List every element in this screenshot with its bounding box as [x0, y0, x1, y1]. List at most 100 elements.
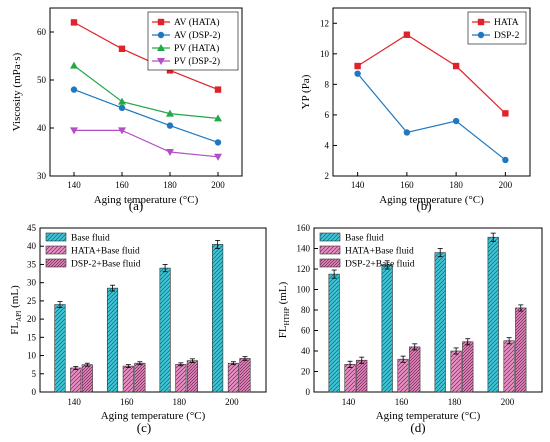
- data-point-square: [403, 31, 411, 38]
- panel-label: (a): [129, 198, 143, 213]
- data-point-circle: [166, 122, 174, 129]
- legend-label: DSP-2+Base fluid: [345, 259, 415, 270]
- y-tick-label: 120: [297, 264, 311, 274]
- data-point-square: [502, 110, 509, 117]
- x-tick-label: 180: [163, 180, 177, 190]
- data-point-square: [214, 86, 222, 93]
- y-tick-label: 35: [27, 259, 37, 269]
- x-tick-label: 160: [395, 397, 409, 407]
- data-point-circle: [452, 117, 460, 125]
- y-tick-label: 60: [37, 27, 47, 37]
- bar: [159, 267, 171, 393]
- data-point-circle: [70, 86, 78, 93]
- bar: [434, 252, 446, 393]
- y-tick-label: 45: [27, 223, 37, 233]
- data-point-circle: [354, 70, 361, 77]
- y-axis-label: FLAPI (mL): [9, 285, 23, 335]
- data-point-square: [118, 45, 126, 52]
- bar: [328, 273, 340, 393]
- data-point-circle: [214, 139, 222, 146]
- y-tick-label: 40: [27, 241, 37, 251]
- bar: [227, 362, 239, 393]
- x-tick-label: 140: [351, 180, 365, 190]
- legend-label: DSP-2+Base fluid: [71, 259, 141, 270]
- y-axis-label: FLHTHP (mL): [277, 281, 291, 338]
- y-tick-label: 0: [306, 387, 311, 397]
- y-tick-label: 8: [325, 79, 330, 89]
- y-tick-label: 0: [32, 387, 37, 397]
- data-point-triangle-up: [157, 44, 165, 51]
- bar: [381, 264, 393, 393]
- y-tick-label: 10: [27, 351, 37, 361]
- series-line: [74, 129, 219, 158]
- y-axis-label: Viscosity (mPa·s): [11, 52, 23, 131]
- bar: [503, 340, 515, 393]
- x-tick-label: 200: [501, 397, 515, 407]
- data-point-triangle-up: [214, 114, 222, 122]
- x-tick-label: 180: [448, 397, 462, 407]
- data-point-square: [157, 18, 165, 26]
- legend-label: DSP-2: [494, 31, 520, 41]
- x-tick-label: 180: [173, 397, 187, 407]
- y-tick-label: 100: [297, 285, 311, 295]
- x-tick-label: 200: [211, 180, 225, 190]
- y-axis-label-unit: (mL): [277, 281, 289, 307]
- data-point-circle: [403, 129, 411, 136]
- bar: [70, 367, 82, 393]
- y-axis-label-subscript: HTHP: [283, 307, 291, 325]
- data-point-triangle-down: [157, 58, 165, 65]
- series-line: [357, 34, 506, 114]
- legend-swatch: [319, 245, 341, 255]
- bar: [450, 350, 462, 393]
- panel-label: (b): [416, 198, 431, 213]
- x-tick-label: 180: [449, 180, 463, 190]
- y-tick-label: 80: [301, 305, 311, 315]
- y-tick-label: 50: [37, 75, 47, 85]
- series-line: [73, 65, 219, 119]
- bar: [515, 307, 527, 393]
- x-tick-label: 160: [115, 180, 129, 190]
- bar: [54, 304, 66, 393]
- bar: [81, 364, 93, 393]
- panel-label: (c): [137, 420, 151, 435]
- data-point-square: [477, 18, 485, 26]
- x-tick-label: 160: [120, 397, 134, 407]
- y-tick-label: 160: [297, 223, 311, 233]
- panel-b-chart: 140 160 180 200 2 4 6 8 10 12 HATA DSP-2 Aging tempe…: [300, 7, 531, 213]
- legend-label: HATA+Base fluid: [345, 246, 414, 257]
- legend-box: [467, 11, 527, 45]
- bar: [186, 360, 198, 393]
- y-tick-label: 20: [27, 314, 37, 324]
- x-tick-label: 140: [67, 180, 81, 190]
- legend-label: Base fluid: [345, 233, 384, 244]
- y-tick-label: 40: [301, 346, 311, 356]
- y-tick-label: 6: [325, 110, 330, 120]
- data-point-square: [452, 62, 460, 70]
- y-axis-label: YP (Pa): [300, 74, 312, 109]
- panel-c-chart: 0 5 10 15 20 25 30 35 40 45 140 160 180 200 Base fluid…: [9, 223, 267, 435]
- x-tick-label: 140: [342, 397, 356, 407]
- legend-swatch: [319, 258, 341, 268]
- bar: [344, 364, 356, 393]
- bar: [409, 346, 421, 393]
- y-tick-label: 40: [37, 123, 47, 133]
- data-point-triangle-down: [166, 149, 174, 156]
- y-axis-label-unit: (mL): [9, 285, 21, 311]
- y-tick-label: 25: [27, 296, 37, 306]
- bar: [487, 236, 499, 393]
- y-tick-label: 15: [27, 332, 37, 342]
- bar: [134, 362, 146, 393]
- x-tick-label: 200: [225, 397, 239, 407]
- plot-frame: [332, 7, 531, 177]
- y-tick-label: 5: [32, 369, 37, 379]
- bar: [212, 244, 224, 393]
- data-point-square: [354, 62, 361, 70]
- y-axis-label-subscript: API: [15, 310, 23, 322]
- legend-swatch: [45, 232, 67, 242]
- y-tick-label: 2: [325, 171, 330, 181]
- plot-frame: [49, 7, 243, 177]
- legend-label: AV (DSP-2): [174, 30, 220, 41]
- x-tick-label: 200: [499, 180, 513, 190]
- y-tick-label: 30: [27, 278, 37, 288]
